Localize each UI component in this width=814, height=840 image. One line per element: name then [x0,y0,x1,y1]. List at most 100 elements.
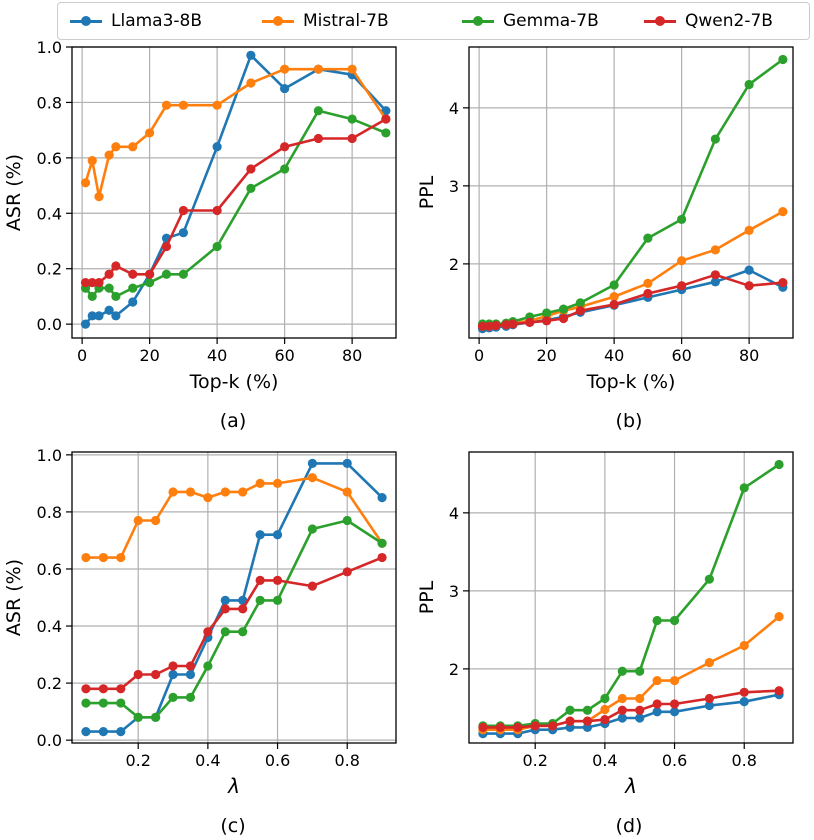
data-point-mistral-7b [669,675,680,686]
data-point-gemma-7b [739,483,749,493]
legend-swatch-gemma-7b [462,3,494,39]
data-point-qwen2-7b [104,269,114,279]
axes-frame [71,451,397,744]
legend-label: Mistral-7B [303,11,389,31]
data-point-gemma-7b [600,693,610,704]
x-tick-label: 0.6 [662,751,687,770]
data-point-qwen2-7b [477,321,488,331]
data-point-mistral-7b [145,128,155,138]
data-point-qwen2-7b [744,281,754,291]
data-point-mistral-7b [161,100,172,110]
data-point-mistral-7b [185,487,196,497]
x-tick-label: 60 [274,346,294,365]
x-tick-label: 0.6 [265,751,290,770]
data-point-mistral-7b [710,245,720,255]
x-tick-label: 0 [77,346,87,365]
y-tick-label: 0.8 [37,503,62,522]
data-point-mistral-7b [280,64,290,74]
panel-label-d: (d) [615,815,643,837]
data-point-llama3-8b [104,305,114,315]
data-point-llama3-8b [710,277,720,287]
data-point-gemma-7b [151,712,161,722]
data-point-mistral-7b [272,478,283,488]
x-tick-label: 60 [671,346,691,365]
y-tick-label: 0.0 [37,731,62,750]
data-point-qwen2-7b [272,575,283,585]
y-tick-label: 0.2 [37,260,62,279]
data-point-gemma-7b [161,269,172,279]
data-point-gemma-7b [168,692,178,702]
data-point-qwen2-7b [377,552,387,563]
data-point-llama3-8b [80,319,91,329]
legend: Llama3-8B Mistral-7B Gemma-7B Qwen2-7B [57,2,810,40]
data-point-mistral-7b [600,704,610,715]
x-tick-label: 20 [536,346,556,365]
x-axis-label: λ [227,774,240,798]
data-point-llama3-8b [212,142,222,152]
data-point-mistral-7b [347,64,357,74]
axes-frame [468,46,794,339]
panel-label-c: (c) [220,815,246,837]
data-point-llama3-8b [669,707,680,717]
data-point-gemma-7b [128,283,138,293]
y-tick-label: 3 [449,582,459,601]
data-point-qwen2-7b [128,269,138,279]
data-point-gemma-7b [145,277,155,288]
data-point-mistral-7b [704,658,714,668]
data-point-gemma-7b [652,615,662,626]
data-point-gemma-7b [87,291,97,302]
data-point-mistral-7b [94,192,104,202]
data-point-mistral-7b [80,178,91,188]
data-point-llama3-8b [128,297,138,307]
data-point-qwen2-7b [558,313,569,324]
y-tick-label: 3 [449,177,459,196]
legend-swatch-qwen2-7b [644,3,676,39]
data-point-qwen2-7b [495,722,505,732]
data-point-llama3-8b [652,707,662,717]
data-point-qwen2-7b [220,604,230,614]
data-point-qwen2-7b [133,669,143,680]
data-point-llama3-8b [739,697,749,707]
x-tick-label: 0 [474,346,484,365]
data-point-llama3-8b [178,228,188,238]
data-point-mistral-7b [98,552,108,563]
y-tick-label: 4 [449,504,459,523]
data-point-gemma-7b [710,134,720,144]
data-point-qwen2-7b [145,269,155,279]
data-point-qwen2-7b [501,320,511,330]
data-point-qwen2-7b [704,693,714,704]
data-point-gemma-7b [238,627,248,637]
data-point-qwen2-7b [600,714,610,725]
data-point-mistral-7b [774,612,784,622]
data-point-mistral-7b [778,207,788,217]
data-point-gemma-7b [542,308,552,318]
data-point-llama3-8b [704,700,714,711]
data-point-qwen2-7b [255,575,265,585]
data-point-qwen2-7b [151,669,161,680]
data-point-mistral-7b [81,552,91,563]
data-point-qwen2-7b [491,320,501,331]
data-point-gemma-7b [342,515,352,526]
data-point-llama3-8b [87,311,97,321]
data-point-llama3-8b [81,726,91,737]
data-point-qwen2-7b [484,321,494,331]
x-axis-label: Top-k (%) [189,371,279,393]
series-line-gemma-7b [482,463,780,728]
series-line-mistral-7b [84,67,387,198]
legend-item-gemma-7b: Gemma-7B [462,3,599,39]
data-point-mistral-7b [635,693,645,704]
data-point-gemma-7b [246,183,256,193]
panel-d: 0.2 0.4 0.6 0.8 2 3 4 λ PPL [416,451,794,798]
data-point-mistral-7b [203,493,213,503]
data-point-qwen2-7b [582,716,593,726]
data-point-mistral-7b [313,64,323,74]
data-point-mistral-7b [87,156,97,166]
y-tick-label: 0.6 [37,560,62,579]
data-point-llama3-8b [111,311,121,321]
y-tick-label: 1.0 [37,38,62,57]
x-tick-label: 20 [139,346,159,365]
data-point-gemma-7b [575,298,585,308]
data-point-llama3-8b [307,458,317,469]
axes-frame [71,46,397,339]
